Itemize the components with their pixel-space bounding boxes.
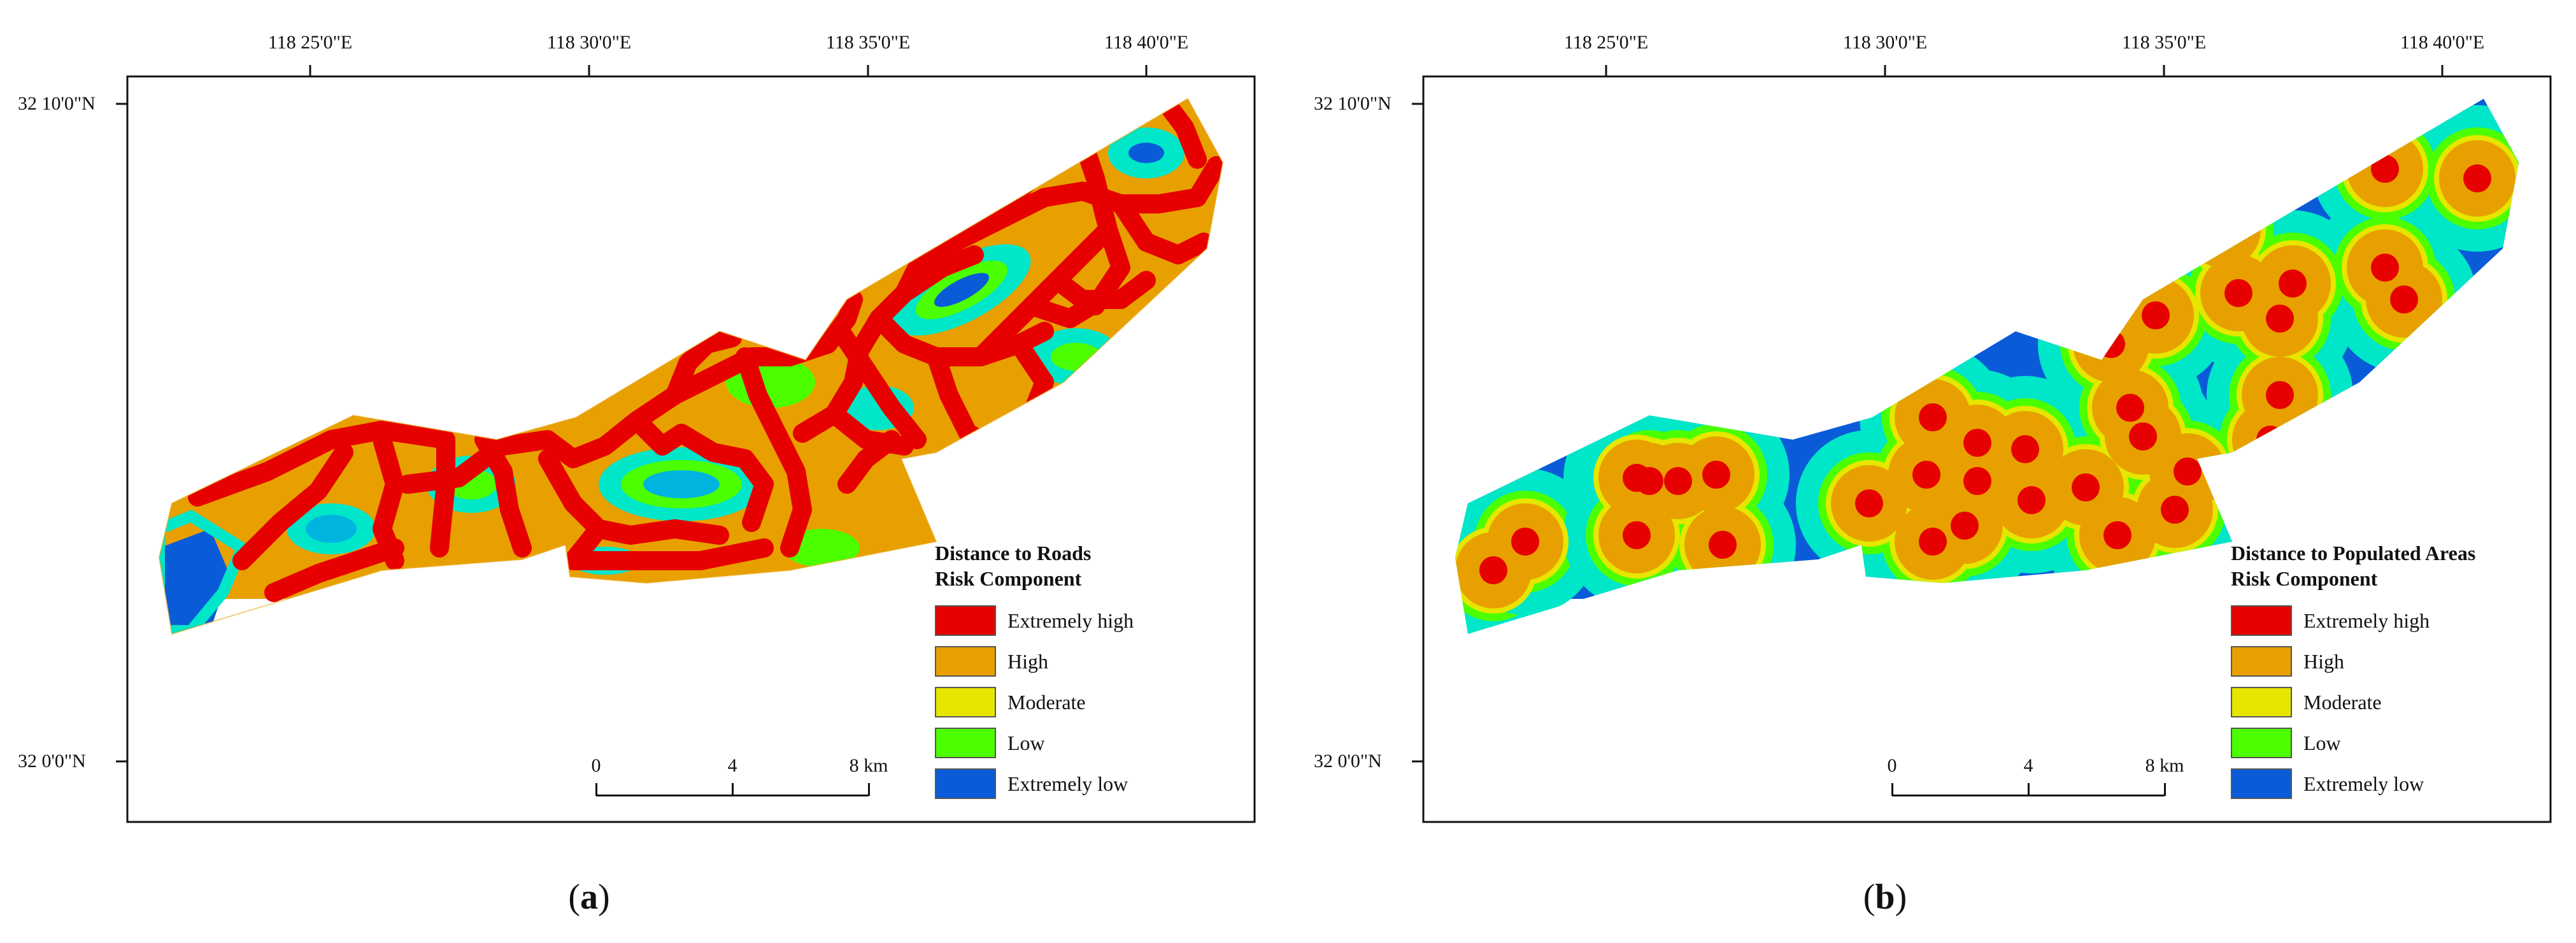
legend-label: Extremely low bbox=[1007, 772, 1128, 795]
legend-b-item-extremely-high: Extremely high bbox=[2231, 600, 2530, 641]
lon-label-1: 118 25'0"E bbox=[267, 32, 353, 53]
scale-bar-b: 0 4 8 km bbox=[1887, 755, 2184, 800]
legend-label: Extremely high bbox=[2303, 608, 2430, 632]
caption-a-letter: a bbox=[580, 877, 598, 917]
map-b-svg bbox=[1412, 65, 2552, 823]
scale-tick bbox=[732, 783, 734, 796]
legend-b-item-high: High bbox=[2231, 641, 2530, 682]
lat-label-1: 32 10'0"N bbox=[18, 93, 96, 114]
legend-a-title-line1: Distance to Roads bbox=[935, 542, 1092, 565]
scale-tick bbox=[595, 783, 597, 796]
legend-label: Low bbox=[2303, 731, 2341, 754]
lon-label-4: 118 40'0"E bbox=[1104, 32, 1189, 53]
legend-b-item-extremely-low: Extremely low bbox=[2231, 763, 2530, 804]
map-a-svg bbox=[116, 65, 1256, 823]
legend-label: Low bbox=[1007, 731, 1045, 754]
scale-label-0: 0 bbox=[1887, 755, 1897, 776]
legend-swatch bbox=[935, 646, 996, 677]
legend-a-title-line2: Risk Component bbox=[935, 567, 1082, 590]
legend-swatch bbox=[2231, 768, 2292, 799]
legend-a-item-extremely-high: Extremely high bbox=[935, 600, 1234, 641]
map-b-ticks bbox=[1412, 65, 2444, 763]
map-a-frame bbox=[126, 75, 1256, 823]
caption-b: (b) bbox=[1863, 877, 1907, 917]
legend-swatch bbox=[935, 728, 996, 758]
legend-label: Moderate bbox=[2303, 690, 2382, 714]
legend-swatch bbox=[2231, 605, 2292, 636]
map-panel-b: 118 25'0"E 118 30'0"E 118 35'0"E 118 40'… bbox=[1296, 0, 2570, 943]
legend-b-title-line1: Distance to Populated Areas bbox=[2231, 542, 2476, 565]
lon-label-3: 118 35'0"E bbox=[2121, 32, 2207, 53]
legend-swatch bbox=[935, 605, 996, 636]
lat-label-1: 32 10'0"N bbox=[1314, 93, 1391, 114]
legend-swatch bbox=[2231, 687, 2292, 717]
legend-label: High bbox=[1007, 649, 1048, 673]
road-network bbox=[188, 99, 1223, 602]
lat-label-2: 32 0'0"N bbox=[18, 751, 86, 772]
scale-tick bbox=[1891, 783, 1893, 796]
legend-swatch bbox=[935, 768, 996, 799]
scale-tick bbox=[2028, 783, 2030, 796]
map-panel-a: 118 25'0"E 118 30'0"E 118 35'0"E 118 40'… bbox=[0, 0, 1274, 943]
lon-label-3: 118 35'0"E bbox=[825, 32, 911, 53]
populated-risk-raster bbox=[1455, 99, 2519, 634]
lat-label-2: 32 0'0"N bbox=[1314, 751, 1382, 772]
legend-b-item-moderate: Moderate bbox=[2231, 682, 2530, 723]
scale-label-8: 8 km bbox=[2145, 755, 2184, 776]
legend-swatch bbox=[2231, 646, 2292, 677]
scale-label-4: 4 bbox=[2023, 755, 2033, 776]
scale-bar-a: 0 4 8 km bbox=[591, 755, 888, 800]
lon-label-1: 118 25'0"E bbox=[1563, 32, 1649, 53]
legend-a-item-low: Low bbox=[935, 723, 1234, 763]
scale-label-8: 8 km bbox=[849, 755, 888, 776]
scale-line bbox=[596, 795, 869, 796]
caption-a: (a) bbox=[568, 877, 610, 917]
legend-a-item-extremely-low: Extremely low bbox=[935, 763, 1234, 804]
legend-label: Moderate bbox=[1007, 690, 1086, 714]
legend-label: High bbox=[2303, 649, 2344, 673]
caption-b-letter: b bbox=[1875, 877, 1895, 917]
legend-swatch bbox=[2231, 728, 2292, 758]
legend-b-item-low: Low bbox=[2231, 723, 2530, 763]
scale-label-0: 0 bbox=[591, 755, 601, 776]
scale-line bbox=[1892, 795, 2165, 796]
legend-a-item-high: High bbox=[935, 641, 1234, 682]
legend-a-item-moderate: Moderate bbox=[935, 682, 1234, 723]
legend-b-title-line2: Risk Component bbox=[2231, 567, 2378, 590]
scale-label-4: 4 bbox=[727, 755, 737, 776]
legend-label: Extremely high bbox=[1007, 608, 1134, 632]
lon-label-2: 118 30'0"E bbox=[1842, 32, 1928, 53]
legend-b: Distance to Populated Areas Risk Compone… bbox=[2231, 540, 2530, 804]
scale-tick bbox=[868, 783, 870, 796]
map-a-ticks bbox=[116, 65, 1148, 763]
legend-label: Extremely low bbox=[2303, 772, 2424, 795]
map-b-frame bbox=[1422, 75, 2552, 823]
scale-tick bbox=[2164, 783, 2166, 796]
legend-swatch bbox=[935, 687, 996, 717]
lon-label-2: 118 30'0"E bbox=[546, 32, 632, 53]
lon-label-4: 118 40'0"E bbox=[2400, 32, 2485, 53]
legend-a: Distance to Roads Risk Component Extreme… bbox=[935, 540, 1234, 804]
